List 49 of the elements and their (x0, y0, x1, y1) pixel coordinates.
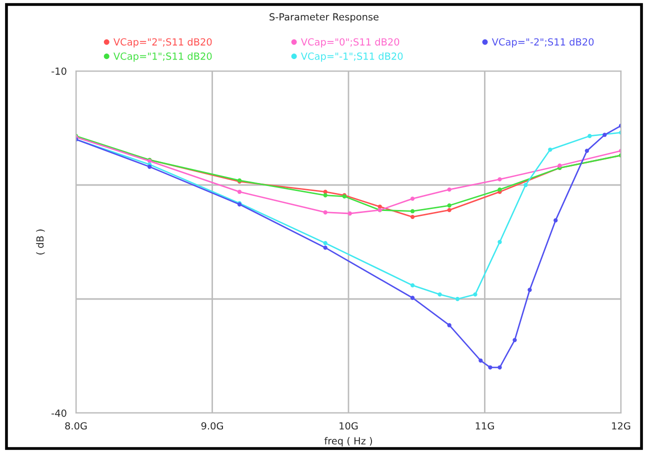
point (147, 164, 152, 169)
point (588, 134, 592, 138)
point (447, 187, 452, 192)
legend-label: VCap="0";S11 dB20 (300, 38, 400, 48)
x-tick-label: 12G (612, 422, 630, 430)
x-axis-title: freq ( Hz ) (324, 436, 372, 446)
point (447, 323, 452, 328)
point (548, 148, 552, 152)
point (323, 241, 328, 246)
point (498, 187, 502, 192)
point (554, 218, 558, 222)
line-series (76, 124, 621, 370)
chart-title: S-Parameter Response (270, 13, 379, 22)
point (410, 283, 415, 288)
point (237, 190, 242, 194)
point (498, 365, 502, 370)
point (524, 182, 528, 188)
point (410, 296, 415, 300)
legend-label: VCap="2";S11 dB20 (113, 38, 212, 48)
x-tick-label: 11G (476, 422, 494, 430)
point (498, 177, 502, 182)
point (528, 288, 532, 292)
point (410, 214, 415, 220)
legend-label: VCap="1";S11 dB20 (113, 52, 212, 62)
point (473, 292, 478, 297)
point (498, 240, 502, 244)
point (512, 338, 517, 342)
point (584, 148, 590, 153)
point (447, 203, 452, 208)
x-tick-label: 8.0G (65, 422, 87, 430)
legend-label: VCap="-1";S11 dB20 (300, 52, 403, 62)
point (348, 211, 352, 216)
point (410, 209, 415, 214)
x-tick-label: 10G (340, 422, 358, 430)
y-tick-label: -40 (52, 409, 66, 417)
legend-label: VCap="-2";S11 dB20 (492, 38, 594, 48)
point (602, 132, 607, 137)
point (455, 296, 460, 302)
x-tick-label: 9.0G (201, 422, 223, 430)
y-axis-title: ( dB ) (36, 230, 45, 254)
point (323, 210, 328, 214)
point (447, 208, 452, 212)
y-tick-label: -10 (52, 67, 66, 75)
point (478, 358, 483, 363)
point (438, 292, 442, 297)
point (323, 193, 328, 198)
point (323, 246, 328, 250)
point (488, 365, 492, 370)
point (410, 196, 415, 201)
